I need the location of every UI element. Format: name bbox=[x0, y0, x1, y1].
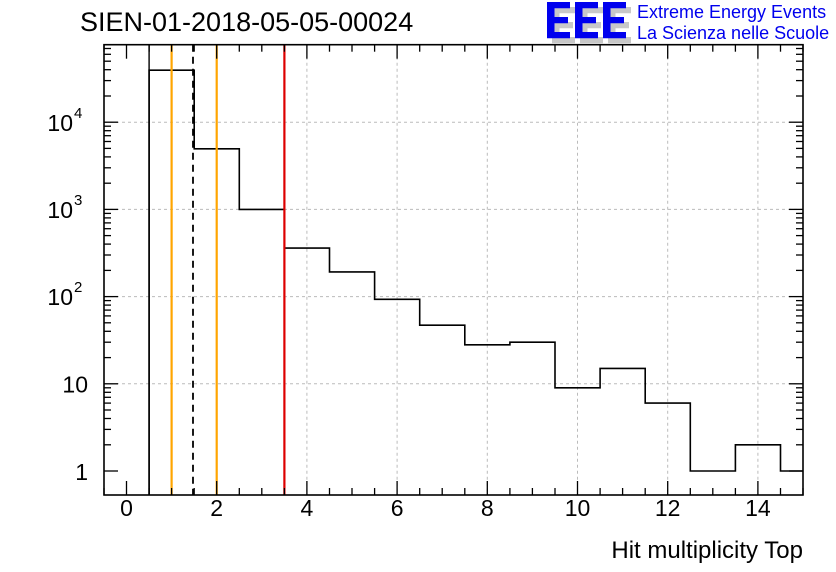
svg-text:10: 10 bbox=[47, 110, 73, 136]
svg-text:8: 8 bbox=[481, 495, 494, 521]
svg-text:10: 10 bbox=[47, 284, 73, 310]
svg-text:0: 0 bbox=[120, 495, 133, 521]
svg-text:14: 14 bbox=[745, 495, 771, 521]
svg-text:4: 4 bbox=[301, 495, 314, 521]
svg-text:12: 12 bbox=[655, 495, 681, 521]
svg-text:Hit multiplicity Top: Hit multiplicity Top bbox=[611, 537, 803, 564]
svg-text:6: 6 bbox=[391, 495, 404, 521]
svg-text:10: 10 bbox=[565, 495, 591, 521]
svg-text:10: 10 bbox=[47, 197, 73, 223]
svg-text:1: 1 bbox=[75, 459, 88, 485]
svg-text:4: 4 bbox=[74, 105, 82, 122]
svg-text:2: 2 bbox=[74, 279, 82, 296]
svg-text:10: 10 bbox=[62, 372, 88, 398]
svg-text:2: 2 bbox=[210, 495, 223, 521]
svg-text:3: 3 bbox=[74, 192, 82, 209]
